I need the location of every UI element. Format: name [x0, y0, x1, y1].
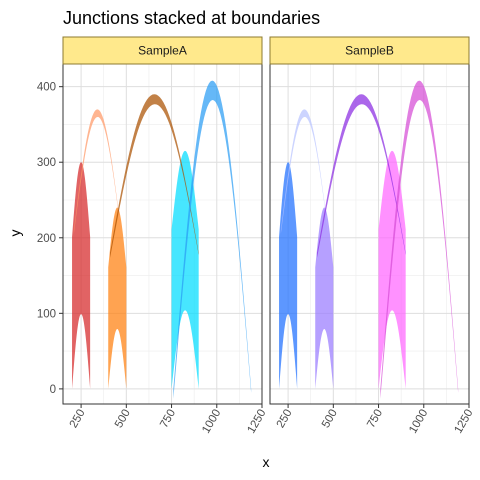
junction-exon-2: [108, 207, 127, 389]
junction-exon-1: [72, 162, 91, 389]
x-tick-label: 1250: [452, 408, 475, 436]
facet-panel-sampleb: SampleB: [269, 36, 470, 405]
x-tick-label: 1000: [407, 408, 430, 436]
x-tick-label: 500: [320, 408, 340, 431]
panel-background: [63, 64, 262, 404]
facet-strip: [62, 36, 263, 65]
panel-background: [270, 64, 469, 404]
x-tick-label: 750: [158, 408, 178, 431]
y-tick-label: 100: [37, 308, 56, 320]
x-tick-label: 250: [68, 408, 88, 431]
chart-title: Junctions stacked at boundaries: [63, 8, 320, 28]
y-axis-title: y: [7, 230, 23, 237]
facet-strip-label: SampleA: [138, 44, 187, 58]
x-tick-label: 750: [365, 408, 385, 431]
y-tick-label: 300: [37, 157, 56, 169]
x-tick-label: 1000: [200, 408, 223, 436]
x-tick-label: 500: [113, 408, 133, 431]
junction-exon-2: [315, 207, 334, 389]
x-axes: 250 500 750 1000 1250 250 500 750 1000 1250: [68, 404, 476, 436]
facet-panel-samplea: SampleA: [62, 36, 263, 405]
y-tick-label: 200: [37, 233, 56, 245]
x-tick-label: 250: [275, 408, 295, 431]
y-tick-label: 400: [37, 82, 56, 94]
x-axis-title: x: [263, 454, 270, 470]
facet-strip-label: SampleB: [345, 44, 394, 58]
facet-panels: SampleA SampleB: [62, 36, 470, 405]
x-axis-sampleb: 250 500 750 1000 1250: [275, 404, 476, 436]
facet-strip: [269, 36, 470, 65]
junction-exon-1: [279, 162, 298, 389]
x-tick-label: 1250: [245, 408, 268, 436]
x-axis-samplea: 250 500 750 1000 1250: [68, 404, 269, 436]
y-tick-label: 0: [50, 384, 56, 396]
y-axis: 0 100 200 300 400: [37, 82, 63, 396]
